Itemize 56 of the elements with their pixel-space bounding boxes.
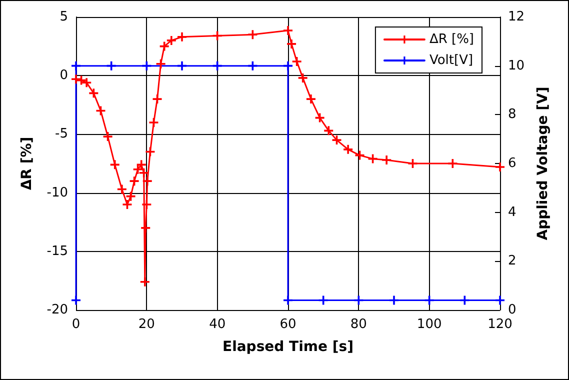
point <box>178 32 186 42</box>
y-tick-label: -5 <box>55 126 68 142</box>
y2-tick-label: 6 <box>508 156 516 171</box>
point <box>103 132 112 142</box>
point <box>298 73 308 82</box>
point <box>287 39 296 48</box>
x-axis-title: Elapsed Time [s] <box>222 339 354 355</box>
point <box>142 176 152 186</box>
x-tick-label: 40 <box>209 317 226 332</box>
point <box>324 126 334 136</box>
x-tick-label: 100 <box>416 317 442 332</box>
x-tick-label: 80 <box>350 317 367 332</box>
point <box>130 176 139 186</box>
point <box>110 160 120 170</box>
y-tick-label: 0 <box>60 68 68 84</box>
point <box>496 162 504 172</box>
y-tick-label: -10 <box>46 185 68 200</box>
point <box>136 160 146 170</box>
x-tick-label: 20 <box>138 317 155 332</box>
y-tick-label: -15 <box>46 244 68 259</box>
point <box>408 159 418 168</box>
point <box>152 94 162 104</box>
point <box>248 30 258 40</box>
point <box>382 155 392 164</box>
point <box>122 200 132 210</box>
y2-tick-label: 10 <box>508 58 525 74</box>
legend-label: Volt[V] <box>429 53 474 68</box>
point <box>149 118 158 127</box>
y2-tick-label: 2 <box>508 254 516 269</box>
point <box>139 168 148 178</box>
y2-tick-label: 12 <box>508 10 525 24</box>
y2-tick-label: 0 <box>508 302 516 318</box>
point <box>133 164 142 174</box>
point <box>332 136 342 145</box>
point <box>117 184 126 194</box>
legend-label: ΔR [%] <box>429 32 474 47</box>
y-tick-label: -20 <box>46 302 68 318</box>
x-tick-label: 120 <box>488 317 512 332</box>
x-tick-label: 60 <box>280 317 296 332</box>
y2-tick-label: 4 <box>508 204 516 220</box>
point <box>292 57 302 66</box>
point <box>448 159 458 168</box>
y-axis-title: ΔR [%] <box>19 136 35 190</box>
y2-axis-title: Applied Voltage [V] <box>535 86 551 240</box>
x-tick-label: 0 <box>72 317 80 332</box>
point <box>142 200 152 210</box>
point <box>156 59 166 68</box>
point <box>72 74 80 84</box>
point <box>306 94 316 104</box>
point <box>344 144 353 154</box>
point <box>166 36 176 45</box>
point <box>82 78 92 88</box>
y-tick-label: 5 <box>60 10 68 24</box>
point <box>284 26 292 35</box>
point <box>140 277 150 286</box>
y2-tick-label: 8 <box>508 107 516 122</box>
